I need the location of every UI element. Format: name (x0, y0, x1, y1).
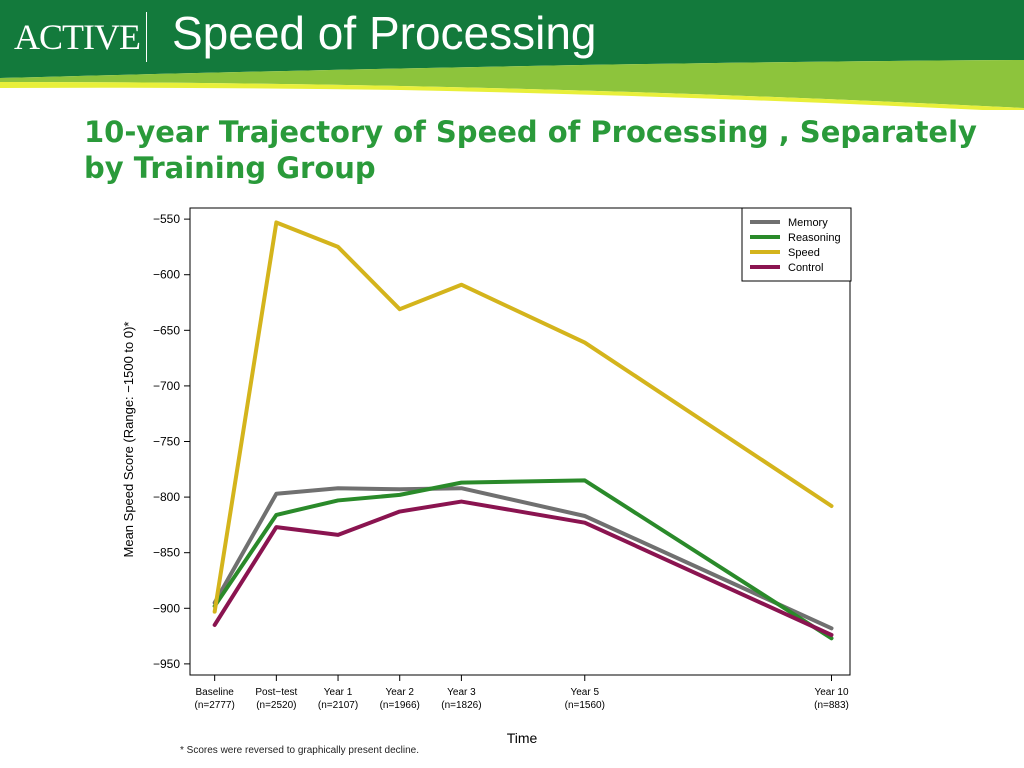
series-line-speed (212, 220, 834, 614)
header-background (0, 0, 1024, 110)
y-tick-label: −550 (153, 212, 180, 226)
x-tick-label: Year 3 (447, 687, 476, 698)
y-tick-label: −650 (153, 323, 180, 337)
y-tick-label: −600 (153, 268, 180, 282)
x-tick-label: Year 10 (814, 687, 849, 698)
y-tick-label: −750 (153, 435, 180, 449)
footnote: * Scores were reversed to graphically pr… (180, 745, 420, 756)
x-tick-label: Year 2 (385, 687, 414, 698)
x-tick-label: (n=2520) (256, 700, 296, 711)
logo-divider (146, 12, 147, 62)
slide-title: Speed of Processing (172, 7, 597, 59)
x-tick-label: Post−test (255, 687, 297, 698)
y-tick-label: −900 (153, 601, 180, 615)
legend-label-reasoning: Reasoning (788, 232, 841, 244)
x-tick-label: Year 5 (570, 687, 599, 698)
chart-subtitle: 10-year Trajectory of Speed of Processin… (84, 115, 977, 185)
y-tick-label: −850 (153, 546, 180, 560)
y-axis-title: Mean Speed Score (Range: −1500 to 0)* (121, 322, 136, 558)
legend-label-memory: Memory (788, 217, 828, 229)
x-tick-label: (n=2777) (195, 700, 235, 711)
series-line-reasoning (212, 478, 834, 641)
x-tick-label: (n=1826) (441, 700, 481, 711)
legend-label-speed: Speed (788, 247, 820, 259)
x-tick-label: Baseline (195, 687, 234, 698)
x-tick-label: (n=883) (814, 700, 849, 711)
y-tick-label: −700 (153, 379, 180, 393)
x-tick-label: (n=2107) (318, 700, 358, 711)
x-tick-label: Year 1 (324, 687, 353, 698)
series-line-control (212, 499, 834, 637)
x-tick-label: (n=1560) (565, 700, 605, 711)
y-tick-label: −950 (153, 657, 180, 671)
x-axis-title: Time (507, 730, 538, 746)
header-banner: ACTIVE Speed of Processing (0, 0, 1024, 110)
legend-label-control: Control (788, 262, 823, 274)
x-tick-label: (n=1966) (380, 700, 420, 711)
y-tick-label: −800 (153, 490, 180, 504)
active-logo: ACTIVE (14, 17, 141, 57)
series-line-memory (212, 486, 834, 631)
